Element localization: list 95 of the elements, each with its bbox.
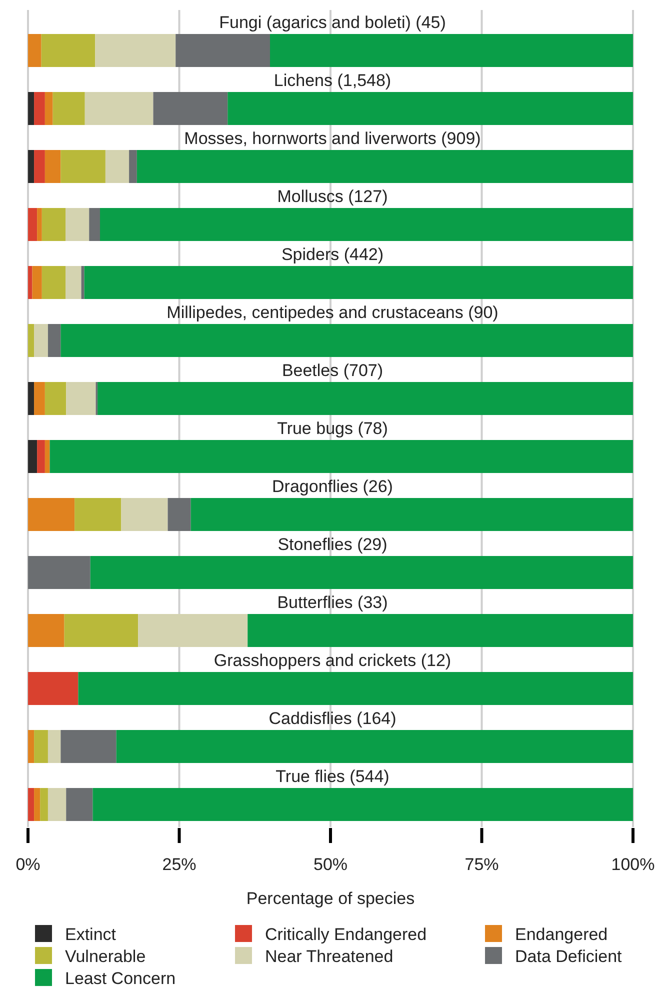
legend-label: Near Threatened: [265, 947, 394, 966]
bar: [32, 266, 42, 299]
bar: [44, 382, 66, 415]
legend-label: Endangered: [515, 925, 608, 944]
bar: [89, 208, 100, 241]
bar: [66, 788, 93, 821]
bar: [34, 324, 48, 357]
bar: [100, 208, 633, 241]
bar: [41, 34, 96, 67]
bar: [42, 266, 66, 299]
bar: [84, 92, 154, 125]
bar: [44, 92, 53, 125]
bar: [28, 440, 38, 473]
bar: [153, 92, 228, 125]
bar: [90, 556, 633, 589]
bar: [78, 672, 633, 705]
bar: [34, 150, 45, 183]
bar: [74, 498, 122, 531]
bar: [95, 34, 176, 67]
bar: [81, 266, 84, 299]
bar: [28, 556, 90, 589]
bar: [92, 788, 633, 821]
bar: [44, 150, 61, 183]
bar: [28, 324, 34, 357]
y-tick-label: Millipedes, centipedes and crustaceans (90): [166, 303, 498, 322]
legend-label: Critically Endangered: [265, 925, 427, 944]
bar: [129, 150, 137, 183]
legend-label: Vulnerable: [65, 947, 146, 966]
bar: [28, 614, 64, 647]
bar: [136, 150, 633, 183]
y-tick-label: Fungi (agarics and boleti) (45): [219, 13, 446, 32]
bar: [84, 266, 633, 299]
y-tick-label: Lichens (1,548): [274, 71, 392, 90]
x-axis-title: Percentage of species: [246, 889, 415, 908]
bar: [60, 730, 116, 763]
bar: [138, 614, 248, 647]
bar: [248, 614, 633, 647]
legend-label: Least Concern: [65, 969, 176, 987]
bar: [190, 498, 633, 531]
legend-label: Extinct: [65, 925, 116, 944]
bar: [116, 730, 633, 763]
bar: [34, 730, 48, 763]
bar: [28, 266, 32, 299]
bar: [34, 788, 40, 821]
y-tick-label: Molluscs (127): [277, 187, 388, 206]
bar: [228, 92, 633, 125]
y-tick-label: True flies (544): [276, 767, 390, 786]
bar: [28, 730, 34, 763]
x-tick-label: 0%: [16, 855, 40, 874]
bar: [66, 208, 90, 241]
bar: [48, 324, 61, 357]
bar: [44, 440, 50, 473]
legend-label: Data Deficient: [515, 947, 622, 966]
bar: [40, 788, 48, 821]
y-tick-label: Grasshoppers and crickets (12): [214, 651, 452, 670]
bar: [98, 382, 633, 415]
bar: [28, 208, 38, 241]
y-tick-label: True bugs (78): [277, 419, 388, 438]
x-tick-label: 100%: [611, 855, 655, 874]
bar: [60, 324, 633, 357]
bar: [66, 266, 82, 299]
bar: [66, 382, 96, 415]
bar: [37, 440, 45, 473]
y-tick-label: Stoneflies (29): [278, 535, 388, 554]
bar: [28, 34, 42, 67]
bar: [48, 788, 66, 821]
bar: [28, 92, 34, 125]
bar: [176, 34, 270, 67]
bar: [168, 498, 191, 531]
bar: [64, 614, 138, 647]
y-tick-label: Butterflies (33): [277, 593, 388, 612]
bar: [48, 730, 61, 763]
bar: [28, 788, 34, 821]
bar: [28, 498, 75, 531]
x-tick-label: 25%: [162, 855, 196, 874]
y-tick-label: Spiders (442): [281, 245, 384, 264]
bar: [42, 208, 66, 241]
bar: [28, 150, 34, 183]
bar: [34, 382, 45, 415]
y-tick-label: Caddisflies (164): [268, 709, 396, 728]
bar: [28, 672, 78, 705]
y-tick-label: Dragonflies (26): [272, 477, 393, 496]
bar: [60, 150, 106, 183]
bar: [37, 208, 42, 241]
bar: [121, 498, 168, 531]
bar: [270, 34, 633, 67]
bar: [34, 92, 45, 125]
bar: [28, 382, 34, 415]
x-tick-label: 75%: [464, 855, 499, 874]
bar: [52, 92, 85, 125]
x-tick-label: 50%: [313, 855, 348, 874]
y-tick-label: Mosses, hornworts and liverworts (909): [184, 129, 481, 148]
y-tick-label: Beetles (707): [282, 361, 384, 380]
bar: [50, 440, 633, 473]
bar: [105, 150, 130, 183]
